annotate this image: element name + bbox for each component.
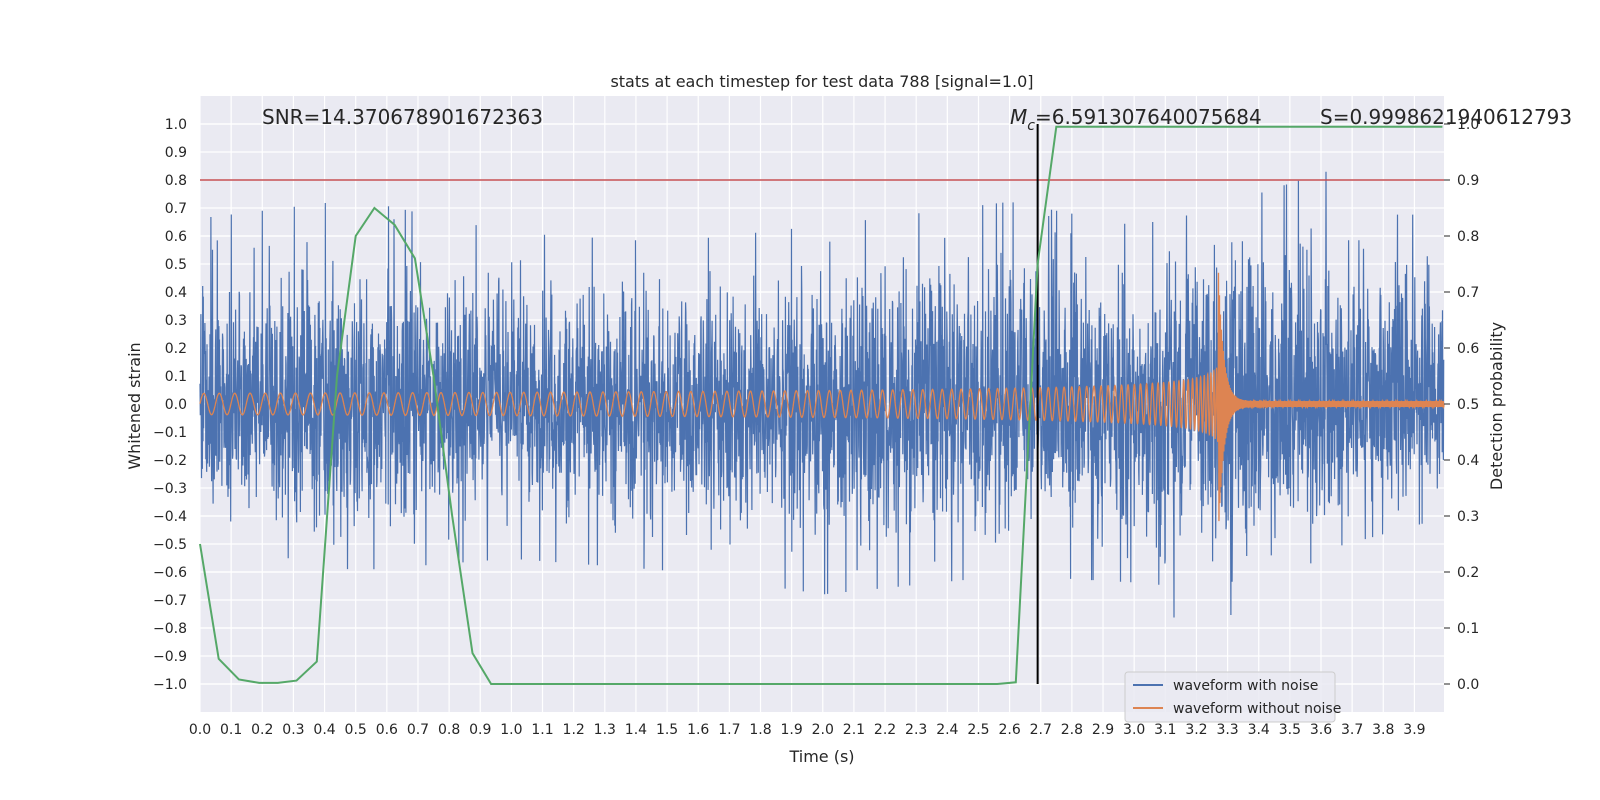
y-tick-label: 0.1 xyxy=(165,369,187,385)
chirp-series xyxy=(199,272,1445,522)
probability-series xyxy=(199,125,1443,685)
x-tick-label: 0.5 xyxy=(345,722,367,738)
x-tick-label: 0.3 xyxy=(282,722,304,738)
y2-tick-label: 0.0 xyxy=(1457,677,1479,693)
y2-tick-label: 0.1 xyxy=(1457,621,1479,637)
y-tick-label: −0.8 xyxy=(153,621,187,637)
y-tick-label: −0.9 xyxy=(153,649,187,665)
x-tick-label: 1.6 xyxy=(687,722,709,738)
y-tick-label: −0.7 xyxy=(153,593,187,609)
y-tick-label: −0.3 xyxy=(153,481,187,497)
x-tick-label: 2.8 xyxy=(1061,722,1083,738)
x-tick-label: 2.5 xyxy=(967,722,989,738)
x-tick-label: 1.9 xyxy=(781,722,803,738)
y2-tick-label: 0.9 xyxy=(1457,173,1479,189)
x-tick-label: 2.1 xyxy=(843,722,865,738)
x-tick-label: 1.5 xyxy=(656,722,678,738)
chirp-mass-subscript: c xyxy=(1027,118,1035,134)
x-tick-label: 1.3 xyxy=(594,722,616,738)
score-annotation: S=0.9998621940612793 xyxy=(1320,105,1572,129)
x-tick-label: 3.3 xyxy=(1216,722,1238,738)
x-tick-label: 3.1 xyxy=(1154,722,1176,738)
x-tick-label: 0.9 xyxy=(469,722,491,738)
x-tick-label: 0.8 xyxy=(438,722,460,738)
x-tick-labels: 0.0 0.1 0.2 0.3 0.4 0.5 0.6 0.7 0.8 0.9 1.0 1.1 1.2 1… xyxy=(189,722,1426,738)
x-tick-label: 3.7 xyxy=(1341,722,1363,738)
chirp-mass-value: =6.591307640075684 xyxy=(1035,105,1262,129)
chirp-mass-symbol: M xyxy=(1010,105,1027,129)
x-tick-label: 1.4 xyxy=(625,722,647,738)
y-tick-label: 0.9 xyxy=(165,145,187,161)
x-tick-label: 2.0 xyxy=(812,722,834,738)
chart-title: stats at each timestep for test data 788… xyxy=(610,72,1033,91)
y-tick-label: 0.2 xyxy=(165,341,187,357)
x-tick-label: 3.8 xyxy=(1372,722,1394,738)
y2-tick-label: 1.0 xyxy=(1457,117,1479,133)
y-tick-label: −0.1 xyxy=(153,425,187,441)
x-tick-label: 3.9 xyxy=(1403,722,1425,738)
x-tick-label: 1.8 xyxy=(749,722,771,738)
x-tick-label: 0.1 xyxy=(220,722,242,738)
y-tick-label: −0.5 xyxy=(153,537,187,553)
x-axis-label: Time (s) xyxy=(788,747,854,766)
y-tick-label: −0.2 xyxy=(153,453,187,469)
y-tick-label: 1.0 xyxy=(165,117,187,133)
y2-tick-label: 0.2 xyxy=(1457,565,1479,581)
x-tick-label: 0.2 xyxy=(251,722,273,738)
x-tick-label: 1.7 xyxy=(718,722,740,738)
y-tick-label: 0.3 xyxy=(165,313,187,329)
chirp-mass-annotation: Mc=6.591307640075684 xyxy=(1010,105,1262,134)
y-tick-label: −0.4 xyxy=(153,509,187,525)
x-tick-label: 0.6 xyxy=(376,722,398,738)
x-tick-label: 1.0 xyxy=(500,722,522,738)
y2-tick-labels: 1.0 0.9 0.8 0.7 0.6 0.5 0.4 0.3 0.2 0.1 0.0 xyxy=(1444,117,1479,693)
x-tick-label: 3.0 xyxy=(1123,722,1145,738)
x-tick-label: 1.2 xyxy=(563,722,585,738)
y-tick-labels: 1.0 0.9 0.8 0.7 0.6 0.5 0.4 0.3 0.2 0.1 0.0 −0.1 −0.… xyxy=(153,117,187,693)
y2-tick-label: 0.6 xyxy=(1457,341,1479,357)
probability-line xyxy=(199,125,1443,685)
legend-label-noise: waveform with noise xyxy=(1173,678,1318,694)
y-axis-label: Whitened strain xyxy=(125,342,144,469)
y-tick-label: 0.0 xyxy=(165,397,187,413)
x-tick-label: 2.4 xyxy=(936,722,958,738)
y-tick-label: 0.8 xyxy=(165,173,187,189)
y-tick-label: 0.4 xyxy=(165,285,187,301)
x-tick-label: 0.0 xyxy=(189,722,211,738)
x-tick-label: 2.9 xyxy=(1092,722,1114,738)
noise-series xyxy=(199,171,1445,618)
x-tick-label: 2.2 xyxy=(874,722,896,738)
y-tick-label: 0.5 xyxy=(165,257,187,273)
x-tick-label: 1.1 xyxy=(531,722,553,738)
y2-tick-label: 0.3 xyxy=(1457,509,1479,525)
y-tick-label: 0.7 xyxy=(165,201,187,217)
legend-label-clean: waveform without noise xyxy=(1173,701,1341,717)
x-tick-label: 3.6 xyxy=(1310,722,1332,738)
y2-tick-label: 0.7 xyxy=(1457,285,1479,301)
x-tick-label: 3.5 xyxy=(1279,722,1301,738)
legend-box xyxy=(1124,671,1336,723)
clean-waveform-line xyxy=(199,272,1445,522)
y-tick-label: 0.6 xyxy=(165,229,187,245)
y-tick-label: −0.6 xyxy=(153,565,187,581)
y2-tick-label: 0.5 xyxy=(1457,397,1479,413)
y2-tick-label: 0.4 xyxy=(1457,453,1479,469)
y2-axis-label: Detection probability xyxy=(1487,322,1506,490)
noise-waveform-line xyxy=(199,171,1445,618)
x-tick-label: 0.7 xyxy=(407,722,429,738)
x-tick-label: 2.6 xyxy=(998,722,1020,738)
x-tick-label: 2.7 xyxy=(1030,722,1052,738)
legend: waveform with noise waveform without noi… xyxy=(1124,671,1341,723)
x-tick-label: 3.2 xyxy=(1185,722,1207,738)
x-tick-label: 3.4 xyxy=(1248,722,1270,738)
snr-annotation: SNR=14.370678901672363 xyxy=(262,105,543,129)
x-tick-label: 0.4 xyxy=(313,722,335,738)
x-tick-label: 2.3 xyxy=(905,722,927,738)
y-tick-label: −1.0 xyxy=(153,677,187,693)
y2-tick-label: 0.8 xyxy=(1457,229,1479,245)
